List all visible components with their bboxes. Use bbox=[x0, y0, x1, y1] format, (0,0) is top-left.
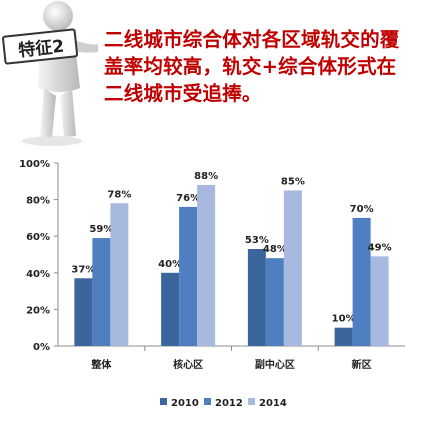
data-label: 49% bbox=[368, 242, 392, 253]
legend-label: 2014 bbox=[259, 398, 287, 409]
bar-2010 bbox=[161, 272, 180, 346]
y-tick-label: 60% bbox=[26, 232, 50, 243]
bar-2012 bbox=[92, 238, 111, 346]
y-tick-label: 20% bbox=[26, 305, 50, 316]
x-tick-label: 整体 bbox=[90, 358, 112, 371]
y-tick-label: 100% bbox=[19, 159, 50, 170]
bar-2010 bbox=[247, 249, 266, 346]
data-label: 76% bbox=[176, 193, 200, 204]
bar-2014 bbox=[283, 190, 302, 346]
bar-2010 bbox=[334, 327, 353, 346]
y-tick-label: 80% bbox=[26, 196, 50, 207]
legend-label: 2010 bbox=[171, 398, 199, 409]
data-label: 53% bbox=[245, 235, 269, 246]
x-tick-label: 新区 bbox=[352, 358, 372, 371]
x-tick-label: 副中心区 bbox=[255, 358, 295, 371]
bar-2012 bbox=[179, 206, 198, 346]
data-label: 10% bbox=[332, 314, 356, 325]
data-label: 85% bbox=[281, 176, 305, 187]
bar-2014 bbox=[197, 184, 216, 346]
bar-2012 bbox=[352, 217, 371, 346]
bar-2014 bbox=[370, 256, 389, 346]
y-tick-label: 40% bbox=[26, 269, 50, 280]
y-tick-label: 0% bbox=[33, 342, 50, 353]
data-label: 88% bbox=[194, 171, 218, 182]
legend-swatch-2014 bbox=[248, 398, 255, 405]
presenter-figure-illustration: 特征2 bbox=[2, 1, 98, 146]
bar-2012 bbox=[265, 258, 284, 346]
data-label: 78% bbox=[107, 189, 131, 200]
data-label: 48% bbox=[263, 244, 287, 255]
data-label: 70% bbox=[350, 204, 374, 215]
data-label: 40% bbox=[158, 259, 182, 270]
headline-line-2: 盖率均较高，轨交+综合体形式在 bbox=[104, 55, 397, 78]
data-label: 37% bbox=[71, 264, 95, 275]
legend-swatch-2012 bbox=[204, 398, 211, 405]
data-label: 59% bbox=[89, 224, 113, 235]
bar-2014 bbox=[110, 203, 129, 346]
legend-swatch-2010 bbox=[160, 398, 167, 405]
x-tick-label: 核心区 bbox=[173, 358, 203, 371]
legend-label: 2012 bbox=[215, 398, 243, 409]
bar-2010 bbox=[74, 278, 93, 346]
headline-line-1: 二线城市综合体对各区域轨交的覆 bbox=[104, 28, 400, 51]
headline-line-3: 二线城市受追捧。 bbox=[104, 82, 262, 105]
feature-badge-label: 特征2 bbox=[17, 36, 65, 62]
headline: 二线城市综合体对各区域轨交的覆 盖率均较高，轨交+综合体形式在 二线城市受追捧。 bbox=[104, 26, 440, 107]
